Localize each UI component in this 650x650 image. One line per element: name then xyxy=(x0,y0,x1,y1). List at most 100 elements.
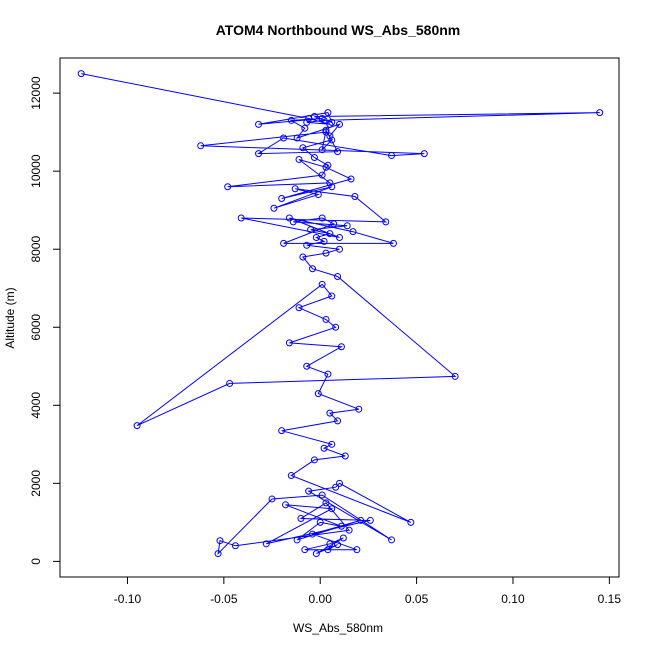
series-line xyxy=(81,73,600,556)
data-point xyxy=(305,487,313,495)
y-tick-label: 0 xyxy=(29,558,43,565)
data-point xyxy=(197,142,205,150)
x-tick-label: 0.15 xyxy=(598,592,622,606)
data-point xyxy=(224,183,232,191)
data-point xyxy=(336,479,343,487)
data-point xyxy=(270,204,278,212)
data-point xyxy=(382,218,390,226)
data-point xyxy=(299,253,307,261)
chart-title: ATOM4 Northbound WS_Abs_580nm xyxy=(216,22,461,38)
data-point xyxy=(334,273,342,281)
data-point xyxy=(336,245,343,253)
data-point xyxy=(295,304,303,312)
data-point xyxy=(318,491,326,499)
data-point xyxy=(293,536,301,544)
data-point xyxy=(357,516,365,524)
data-point xyxy=(451,372,459,380)
data-point xyxy=(326,540,334,548)
data-point xyxy=(77,70,85,78)
data-point xyxy=(337,522,345,530)
data-point xyxy=(337,343,345,351)
data-point xyxy=(324,109,332,117)
data-point xyxy=(345,526,353,534)
data-point xyxy=(280,134,288,142)
data-point xyxy=(351,193,359,201)
data-point xyxy=(328,118,336,126)
y-axis: 0 2000 4000 6000 8000 10000 12000 xyxy=(29,76,61,565)
data-point xyxy=(334,541,342,549)
data-point xyxy=(226,379,234,387)
data-point xyxy=(355,405,363,413)
y-tick-label: 4000 xyxy=(29,392,43,419)
data-point xyxy=(255,120,263,128)
data-point xyxy=(237,214,245,222)
data-point xyxy=(301,546,309,554)
data-point xyxy=(133,422,141,430)
data-point xyxy=(320,444,328,452)
data-point xyxy=(420,150,428,158)
data-point xyxy=(268,495,276,503)
data-point xyxy=(318,171,326,179)
data-point xyxy=(278,194,286,202)
y-axis-label: Altitude (m) xyxy=(3,287,17,348)
data-point xyxy=(322,249,330,257)
y-tick-label: 6000 xyxy=(29,314,43,341)
data-point xyxy=(318,146,326,154)
data-point xyxy=(388,536,396,544)
data-point xyxy=(596,109,604,117)
data-point xyxy=(318,214,326,222)
data-point xyxy=(389,239,397,247)
data-series xyxy=(77,70,604,558)
data-point xyxy=(285,214,293,222)
data-point xyxy=(309,530,317,538)
data-point xyxy=(366,516,374,524)
data-point xyxy=(287,116,295,124)
data-point xyxy=(309,265,317,273)
data-point xyxy=(322,126,330,134)
x-tick-label: 0.00 xyxy=(309,592,333,606)
y-tick-label: 2000 xyxy=(29,470,43,497)
data-point xyxy=(343,222,351,230)
data-point xyxy=(289,218,297,226)
data-point xyxy=(216,537,224,545)
data-point xyxy=(314,191,322,199)
data-point xyxy=(282,501,290,509)
data-point xyxy=(330,220,338,228)
data-point xyxy=(322,163,330,171)
x-tick-label: -0.10 xyxy=(114,592,142,606)
data-point xyxy=(328,505,336,513)
data-point xyxy=(320,116,328,124)
data-point xyxy=(231,542,239,550)
x-axis: -0.10 -0.05 0.00 0.05 0.10 0.15 xyxy=(114,576,622,606)
data-point xyxy=(326,230,334,238)
data-point xyxy=(255,150,263,158)
data-point xyxy=(214,550,222,558)
data-point xyxy=(334,148,342,156)
data-point xyxy=(303,362,311,370)
data-point xyxy=(328,183,336,191)
data-point xyxy=(324,370,332,378)
data-point xyxy=(278,427,286,435)
data-point xyxy=(285,339,293,347)
data-point xyxy=(341,452,349,460)
data-point xyxy=(347,175,355,183)
data-point xyxy=(293,134,301,142)
y-tick-label: 10000 xyxy=(29,154,43,188)
data-point xyxy=(318,280,326,288)
y-tick-label: 12000 xyxy=(29,76,43,110)
plot-frame xyxy=(59,57,620,578)
y-tick-label: 8000 xyxy=(29,236,43,263)
data-point xyxy=(407,518,415,526)
data-point xyxy=(326,179,334,187)
data-point xyxy=(320,237,328,245)
x-axis-label: WS_Abs_580nm xyxy=(293,621,383,635)
data-point xyxy=(322,499,330,507)
data-point xyxy=(326,132,334,140)
data-point xyxy=(349,228,357,236)
data-point xyxy=(334,417,342,425)
data-point xyxy=(303,118,311,126)
data-point xyxy=(328,292,336,300)
data-point xyxy=(322,128,330,136)
data-point xyxy=(353,546,361,554)
